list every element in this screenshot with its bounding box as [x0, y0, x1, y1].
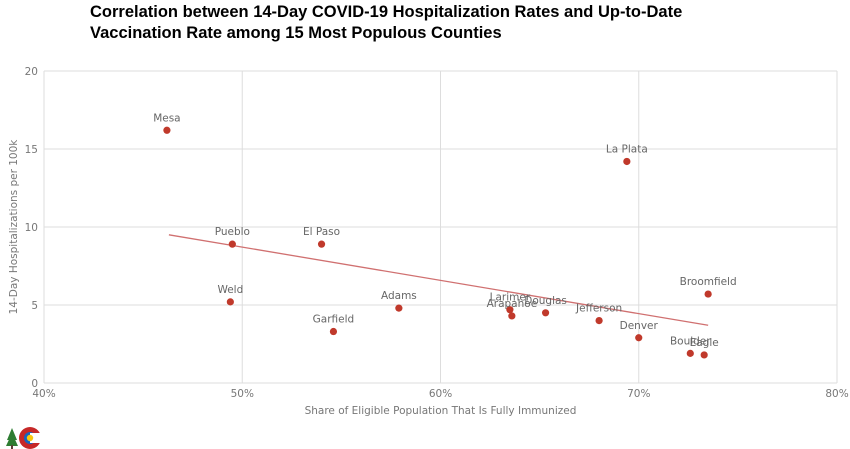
y-tick-label: 20	[25, 66, 38, 78]
data-point	[541, 309, 550, 317]
point-label: Arapahoe	[487, 298, 538, 310]
chart-title-line-2: Vaccination Rate among 15 Most Populous …	[90, 24, 502, 42]
data-points	[163, 126, 712, 359]
data-point	[595, 317, 603, 325]
data-point	[635, 334, 643, 342]
point-label: Garfield	[313, 314, 355, 326]
data-point	[395, 304, 403, 312]
point-label: Larimer	[490, 292, 531, 304]
point-label: La Plata	[606, 143, 648, 155]
data-point	[700, 351, 708, 359]
y-axis-title: 14-Day Hospitalizations per 100k	[8, 139, 20, 315]
data-point	[163, 126, 171, 134]
data-point	[623, 157, 631, 166]
point-label: Pueblo	[215, 226, 250, 238]
y-tick-label: 10	[25, 222, 38, 234]
x-tick-label: 50%	[231, 388, 254, 400]
data-point	[686, 349, 694, 357]
y-tick-label: 0	[31, 378, 38, 390]
point-label: Douglas	[524, 295, 567, 307]
chart-title: Correlation between 14-Day COVID-19 Hosp…	[90, 2, 830, 44]
y-tick-label: 5	[31, 300, 38, 312]
colorado-logo-icon	[6, 427, 42, 449]
chart-title-line-1: Correlation between 14-Day COVID-19 Hosp…	[90, 3, 683, 21]
trendline	[168, 234, 709, 326]
point-label: Adams	[381, 290, 417, 302]
x-tick-label: 60%	[429, 388, 452, 400]
data-point	[317, 240, 326, 248]
axis-ticks: 40% 50% 60% 70% 80% 0 5 10 15 20	[25, 66, 849, 400]
data-point	[704, 290, 712, 298]
data-point	[506, 306, 514, 314]
data-point	[226, 298, 234, 306]
point-labels: Mesa La Plata Pueblo El Paso Weld Broomfield A…	[153, 112, 736, 349]
point-label: Denver	[620, 320, 659, 332]
point-label: Jefferson	[575, 303, 622, 315]
data-point	[228, 240, 236, 248]
y-tick-label: 15	[25, 144, 38, 156]
point-label: El Paso	[303, 226, 340, 238]
x-axis-title: Share of Eligible Population That Is Ful…	[305, 405, 577, 417]
data-point	[329, 327, 338, 336]
point-label: Broomfield	[680, 276, 737, 288]
data-point	[508, 312, 516, 320]
point-label: Eagle	[690, 337, 719, 349]
x-tick-label: 80%	[825, 388, 848, 400]
point-label: Mesa	[153, 112, 180, 124]
x-tick-label: 70%	[627, 388, 650, 400]
grid-lines	[43, 70, 838, 384]
point-label: Weld	[217, 284, 243, 296]
trendline-group	[168, 234, 709, 326]
x-tick-label: 40%	[32, 388, 55, 400]
point-label: Boulder	[670, 335, 711, 347]
